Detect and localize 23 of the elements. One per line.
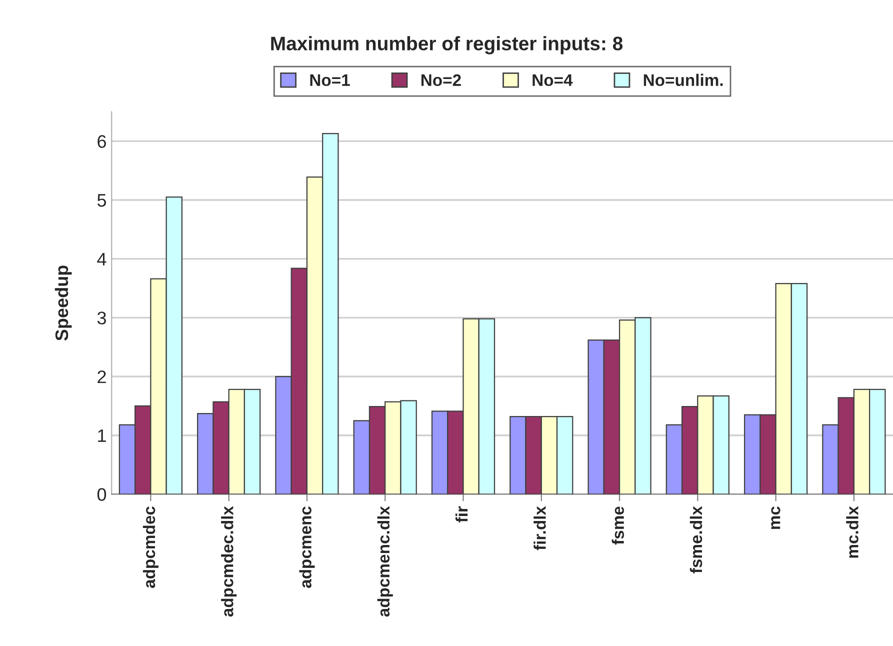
y-tick-label: 6 — [98, 135, 106, 148]
x-tick-label: fsme.dlx — [690, 506, 702, 574]
x-tick-label: adpcmdec — [142, 506, 158, 588]
y-axis-title: Speedup — [54, 266, 72, 341]
y-tick-label: 4 — [97, 252, 106, 266]
x-tick-label: adpcmdec.dlx — [221, 506, 237, 617]
legend-label: No=4 — [532, 74, 573, 86]
x-tick-label: fir.dlx — [534, 506, 546, 550]
x-tick-label: adpcmenc.dlx — [377, 506, 393, 617]
y-tick-label: 3 — [97, 312, 106, 324]
x-tick-label: fsme — [612, 506, 624, 545]
y-tick-label: 5 — [97, 194, 106, 207]
y-tick-label: 1 — [98, 429, 106, 442]
legend-label: No=2 — [421, 74, 461, 86]
legend-label: No=unlim. — [644, 74, 723, 86]
x-tick-label: fir — [455, 506, 468, 522]
x-tick-label: mc.dlx — [846, 506, 858, 558]
y-tick-label: 0 — [97, 488, 106, 501]
x-tick-label: adpcmenc — [299, 506, 315, 588]
x-tick-label: mc — [771, 506, 780, 529]
y-tick-label: 2 — [98, 370, 106, 384]
chart-title: Maximum number of register inputs: 8 — [271, 36, 623, 54]
legend-label: No=1 — [310, 74, 350, 86]
